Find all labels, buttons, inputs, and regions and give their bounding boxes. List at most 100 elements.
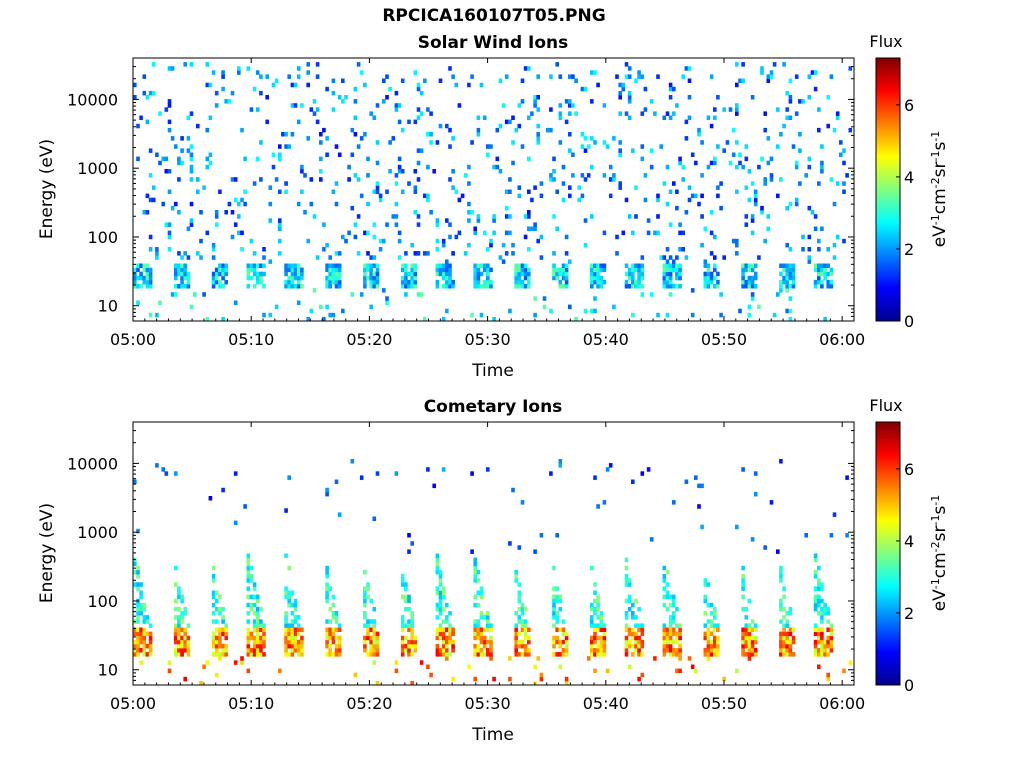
spectrogram-cell: [476, 578, 481, 583]
spectrogram-cell: [753, 639, 758, 645]
spectrogram-cell: [145, 271, 150, 277]
spectrogram-cell: [136, 648, 140, 653]
spectrogram-cell: [703, 259, 708, 264]
spectrogram-cell: [590, 643, 594, 649]
spectrogram-cell: [375, 643, 380, 649]
spectrogram-cell: [820, 615, 824, 620]
spectrogram-cell: [246, 557, 251, 563]
spectrogram-cell: [829, 631, 834, 637]
spectrogram-cell: [441, 594, 446, 600]
spectrogram-cell: [741, 627, 745, 633]
spectrogram-cell: [445, 639, 449, 645]
spectrogram-cell: [325, 279, 329, 285]
spectrogram-cell: [631, 271, 635, 277]
spectrogram-cell: [284, 271, 288, 277]
spectrogram-cell: [482, 627, 487, 633]
spectrogram-cell: [177, 263, 181, 269]
spectrogram-cell: [259, 652, 263, 657]
spectrogram-cell: [627, 267, 632, 273]
spectrogram-cell: [618, 95, 622, 100]
spectrogram-cell: [596, 263, 600, 269]
spectrogram-cell: [741, 279, 745, 285]
spectrogram-cell: [145, 263, 150, 269]
spectrogram-cell: [753, 635, 758, 641]
spectrogram-cell: [794, 111, 799, 116]
spectrogram-cell: [404, 271, 408, 277]
spectrogram-cell: [706, 635, 711, 641]
spectrogram-cell: [432, 169, 436, 174]
spectrogram-cell: [344, 238, 348, 244]
spectrogram-cell: [763, 545, 767, 550]
spectrogram-cell: [214, 90, 219, 96]
spectrogram-cell: [136, 565, 140, 571]
spectrogram-cell: [681, 177, 685, 182]
spectrogram-cell: [274, 78, 279, 84]
spectrogram-cell: [750, 296, 755, 301]
y-tick-label: 10000: [67, 454, 118, 473]
spectrogram-cell: [145, 615, 150, 620]
spectrogram-cell: [549, 471, 553, 476]
spectrogram-cell: [794, 164, 799, 170]
spectrogram-cell: [306, 62, 310, 67]
spectrogram-cell: [174, 201, 178, 207]
spectrogram-cell: [495, 127, 500, 133]
spectrogram-cell: [722, 148, 726, 153]
spectrogram-cell: [716, 648, 720, 653]
colorbar-tick-label: 0: [904, 312, 914, 331]
spectrogram-cell: [268, 218, 273, 223]
spectrogram-cell: [397, 119, 402, 125]
colorbar-tick-label: 4: [904, 532, 914, 551]
spectrogram-cell: [325, 627, 329, 633]
spectrogram-cell: [637, 74, 641, 79]
spectrogram-cell: [356, 251, 361, 256]
spectrogram-cell: [520, 78, 525, 84]
spectrogram-cell: [278, 189, 282, 195]
spectrogram-cell: [681, 247, 685, 252]
spectrogram-cell: [214, 672, 219, 678]
spectrogram-cell: [668, 619, 673, 624]
spectrogram-cell: [703, 582, 708, 587]
spectrogram-cell: [312, 111, 317, 116]
spectrogram-cell: [211, 279, 216, 285]
spectrogram-cell: [139, 648, 143, 653]
spectrogram-cell: [287, 639, 291, 645]
spectrogram-cell: [337, 267, 342, 273]
spectrogram-cell: [486, 284, 490, 289]
spectrogram-cell: [259, 271, 263, 277]
spectrogram-cell: [817, 271, 821, 277]
spectrogram-cell: [602, 639, 607, 645]
spectrogram-cell: [555, 594, 559, 600]
spectrogram-cell: [334, 635, 339, 641]
spectrogram-cell: [839, 152, 843, 158]
spectrogram-cell: [706, 267, 711, 273]
spectrogram-cell: [624, 652, 629, 657]
spectrogram-cell: [703, 635, 708, 641]
spectrogram-cell: [325, 263, 329, 269]
spectrogram-cell: [174, 144, 178, 149]
spectrogram-cell: [788, 275, 793, 281]
spectrogram-cell: [183, 251, 187, 256]
spectrogram-cell: [136, 284, 140, 289]
spectrogram-cell: [744, 284, 749, 289]
spectrogram-cell: [555, 275, 559, 281]
x-tick-label: 06:00: [819, 330, 865, 349]
spectrogram-cell: [735, 668, 739, 674]
spectrogram-cell: [643, 173, 648, 178]
spectrogram-cell: [813, 602, 818, 608]
spectrogram-cell: [593, 606, 597, 612]
spectrogram-cell: [747, 197, 752, 203]
spectrogram-cell: [347, 177, 351, 182]
spectrogram-cell: [640, 471, 645, 476]
spectrogram-cell: [344, 95, 348, 100]
spectrogram-cell: [760, 156, 764, 162]
spectrogram-cell: [832, 255, 837, 260]
spectrogram-cell: [747, 635, 752, 641]
spectrogram-cell: [558, 459, 563, 464]
spectrogram-cell: [278, 156, 282, 162]
spectrogram-cell: [328, 606, 332, 612]
spectrogram-cell: [766, 226, 771, 232]
solar-wind-panel: Solar Wind Ions 05:00 05:10 05:20 05:30 05:4…: [37, 32, 950, 381]
spectrogram-cell: [486, 648, 490, 653]
spectrogram-cell: [672, 627, 676, 633]
spectrogram-cell: [823, 267, 827, 273]
